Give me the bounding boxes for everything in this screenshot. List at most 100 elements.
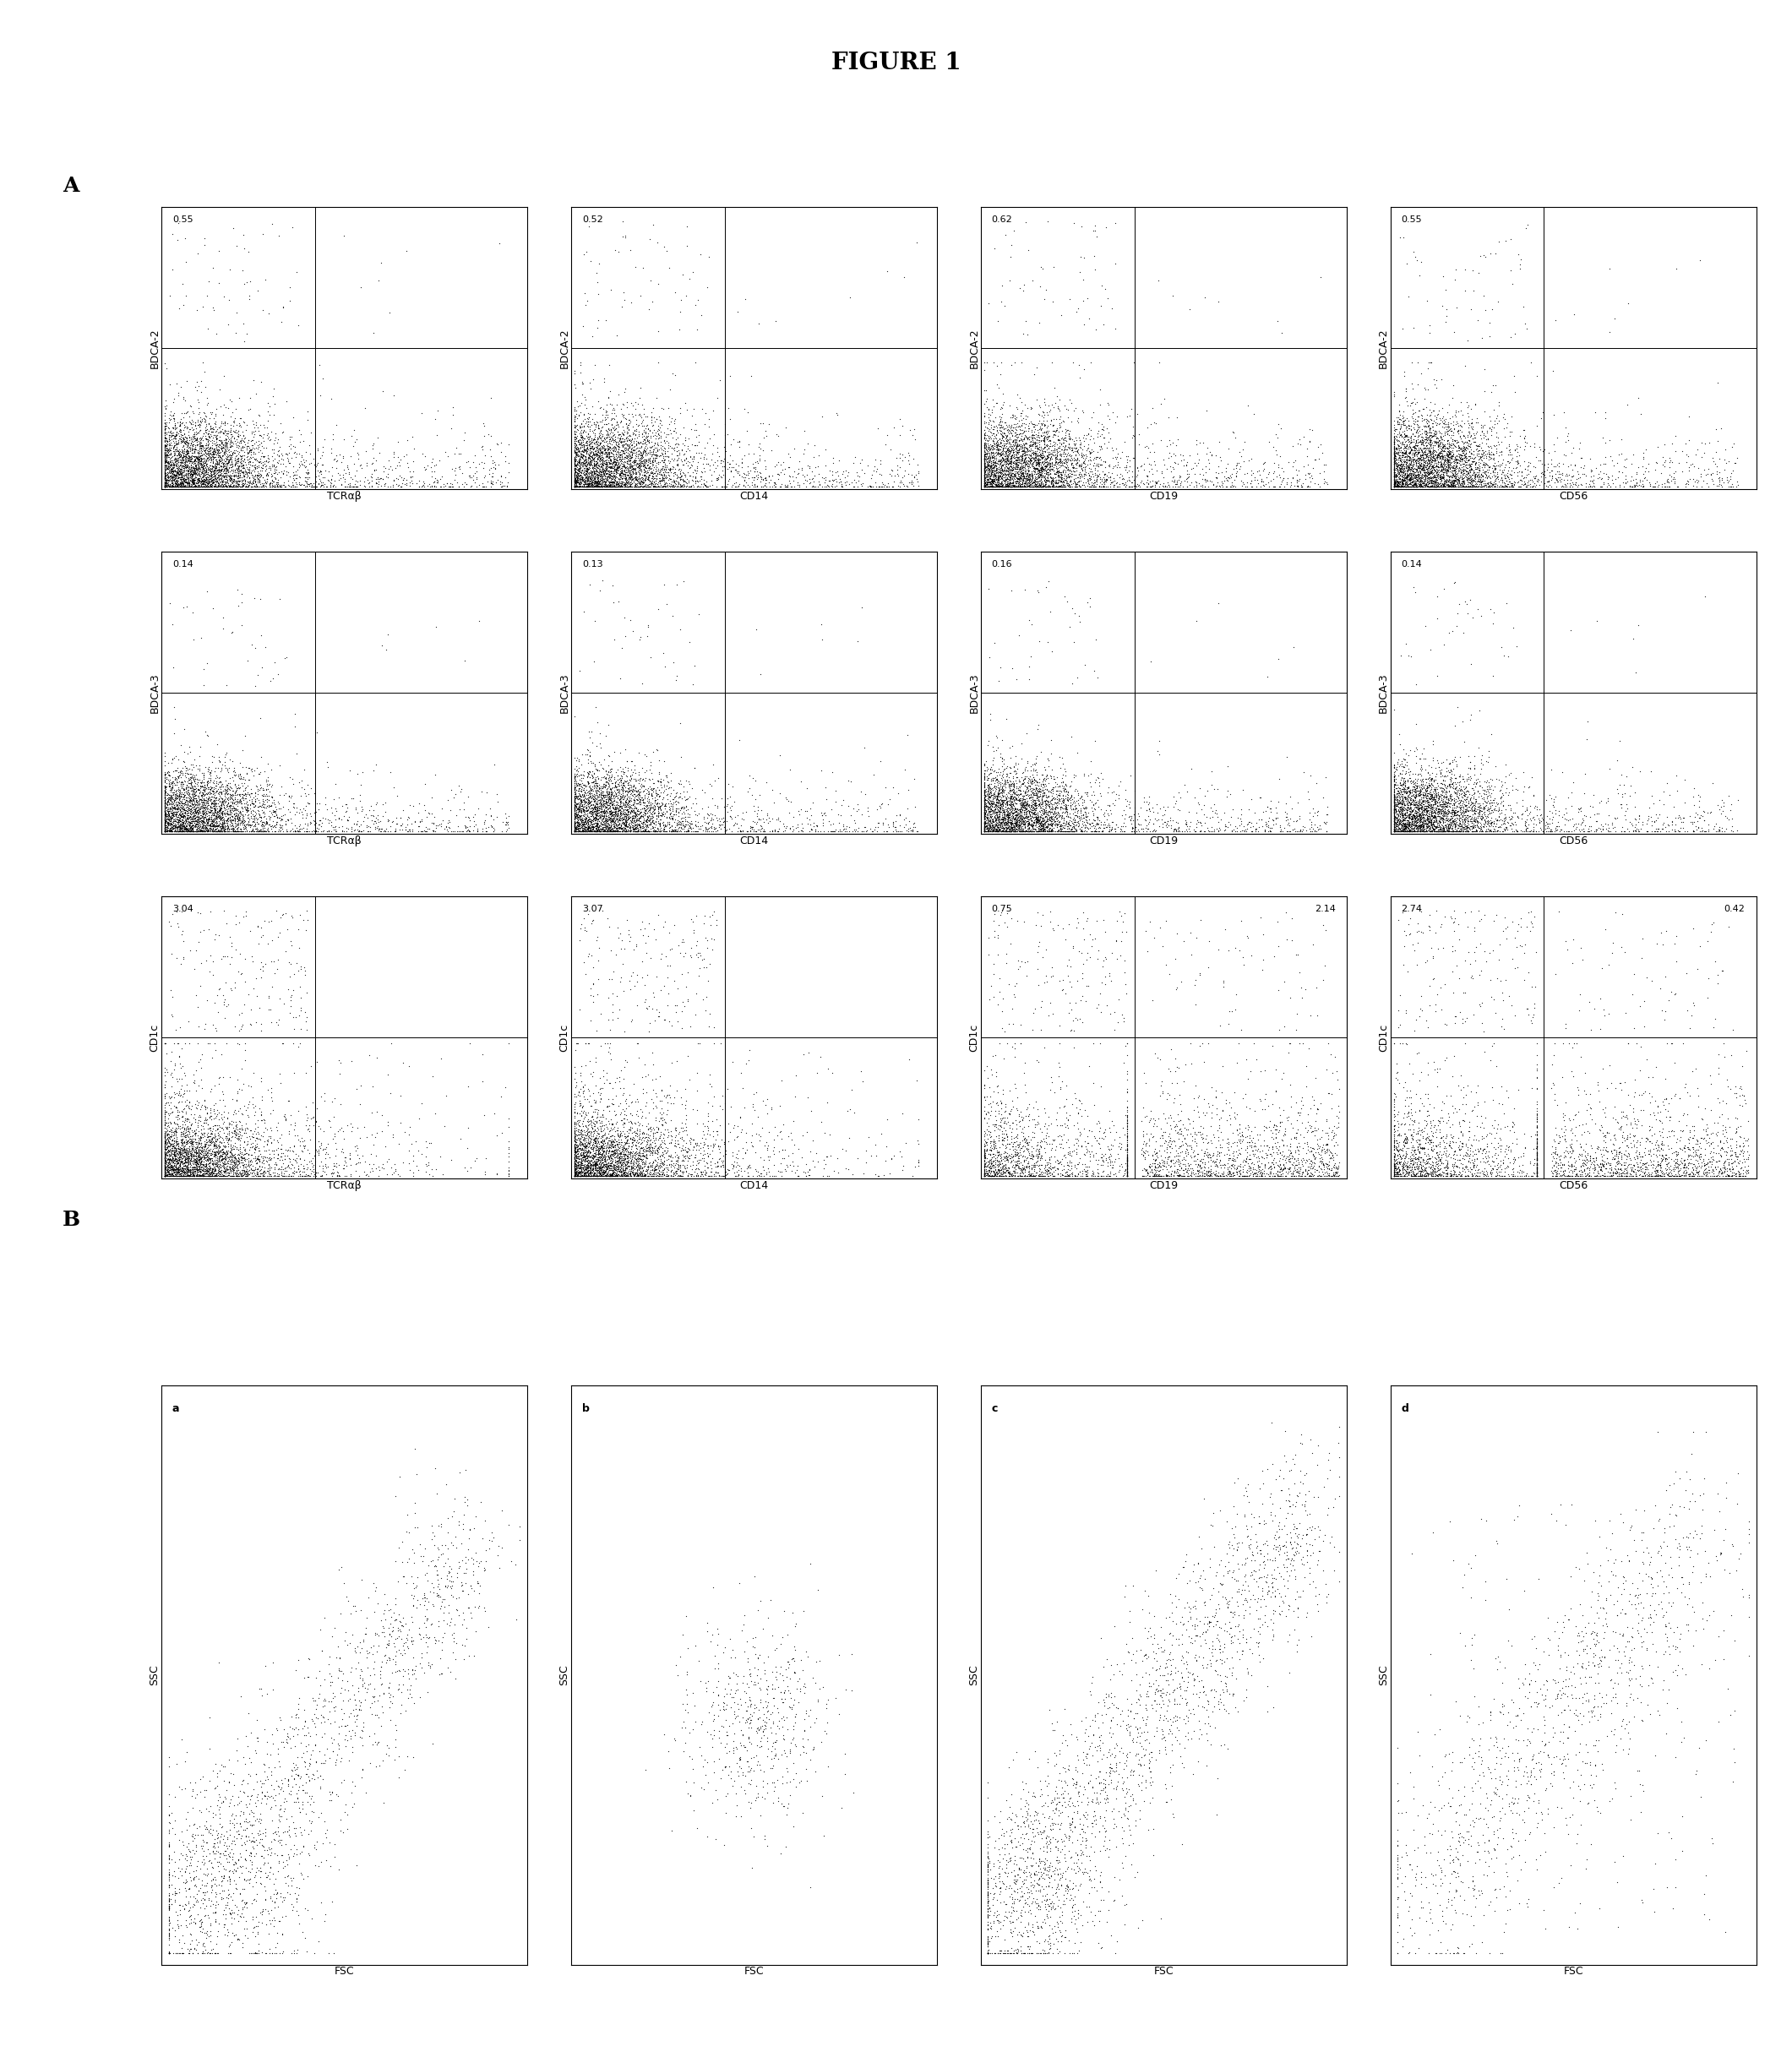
Point — [563, 453, 591, 486]
Point — [769, 1142, 797, 1175]
Point — [1396, 800, 1425, 833]
Point — [561, 1096, 590, 1129]
Point — [1029, 1160, 1057, 1193]
Point — [711, 426, 740, 459]
Point — [1407, 451, 1435, 484]
Point — [1274, 1156, 1303, 1189]
Point — [1392, 469, 1421, 503]
Point — [1245, 1561, 1274, 1594]
Point — [995, 451, 1023, 484]
Point — [1050, 815, 1079, 848]
Point — [577, 978, 606, 1011]
Point — [998, 782, 1027, 815]
Point — [602, 453, 631, 486]
Point — [1403, 815, 1432, 848]
Point — [977, 792, 1005, 825]
Point — [1009, 790, 1038, 823]
Point — [695, 422, 724, 455]
Point — [194, 424, 222, 457]
Point — [1392, 440, 1421, 474]
Point — [1419, 457, 1448, 490]
Point — [615, 430, 643, 463]
Point — [1661, 1146, 1690, 1179]
Point — [1460, 1539, 1489, 1572]
Point — [326, 1710, 355, 1743]
Point — [330, 1565, 358, 1599]
Point — [975, 1071, 1004, 1104]
Point — [1382, 467, 1410, 500]
Point — [987, 455, 1016, 488]
Point — [202, 1108, 231, 1142]
Point — [1672, 955, 1701, 989]
Point — [1500, 804, 1529, 838]
Point — [1052, 800, 1081, 833]
Point — [1021, 759, 1050, 792]
Point — [165, 794, 194, 827]
Point — [697, 1160, 726, 1193]
Point — [315, 469, 344, 503]
Point — [772, 1150, 801, 1183]
Point — [1172, 1706, 1201, 1739]
Point — [980, 771, 1009, 804]
Point — [1064, 780, 1093, 813]
Point — [1425, 1115, 1453, 1148]
Point — [165, 434, 194, 467]
Point — [1414, 447, 1443, 480]
Point — [1735, 1156, 1763, 1189]
Point — [1380, 815, 1409, 848]
Point — [211, 796, 240, 829]
Point — [604, 1160, 633, 1193]
Point — [1152, 1160, 1181, 1193]
Point — [986, 445, 1014, 478]
Point — [267, 455, 296, 488]
Point — [158, 1135, 186, 1168]
Point — [643, 1156, 672, 1189]
Point — [1213, 1127, 1242, 1160]
Point — [984, 730, 1012, 763]
Point — [1552, 1160, 1581, 1193]
Point — [978, 463, 1007, 496]
Point — [1455, 453, 1484, 486]
Point — [993, 461, 1021, 494]
Point — [1036, 424, 1064, 457]
Point — [242, 807, 271, 840]
Point — [156, 1137, 185, 1170]
Point — [195, 1836, 224, 1869]
Point — [977, 815, 1005, 848]
Point — [219, 1129, 247, 1162]
Point — [781, 461, 810, 494]
Point — [172, 463, 201, 496]
Point — [226, 763, 254, 796]
Point — [246, 1150, 274, 1183]
Point — [1014, 802, 1043, 835]
Point — [192, 1137, 220, 1170]
Point — [677, 1160, 706, 1193]
Point — [1005, 424, 1034, 457]
Point — [1034, 463, 1063, 496]
Point — [573, 469, 602, 503]
Point — [1398, 469, 1426, 503]
Point — [1047, 811, 1075, 844]
Point — [570, 1123, 599, 1156]
Point — [1116, 1694, 1145, 1727]
Point — [1213, 1555, 1242, 1588]
Point — [170, 1160, 199, 1193]
Point — [1394, 422, 1423, 455]
Point — [1389, 815, 1417, 848]
Point — [177, 1131, 206, 1164]
Point — [1480, 412, 1509, 445]
Point — [190, 757, 219, 790]
Point — [1409, 809, 1437, 842]
Point — [1401, 804, 1430, 838]
Point — [996, 1139, 1025, 1173]
Point — [991, 804, 1020, 838]
Point — [563, 436, 591, 469]
Point — [1002, 461, 1030, 494]
Point — [1029, 1117, 1057, 1150]
Point — [998, 804, 1027, 838]
Point — [1650, 811, 1679, 844]
Point — [186, 811, 215, 844]
Point — [1582, 1619, 1611, 1652]
Point — [220, 424, 249, 457]
Point — [742, 765, 771, 798]
